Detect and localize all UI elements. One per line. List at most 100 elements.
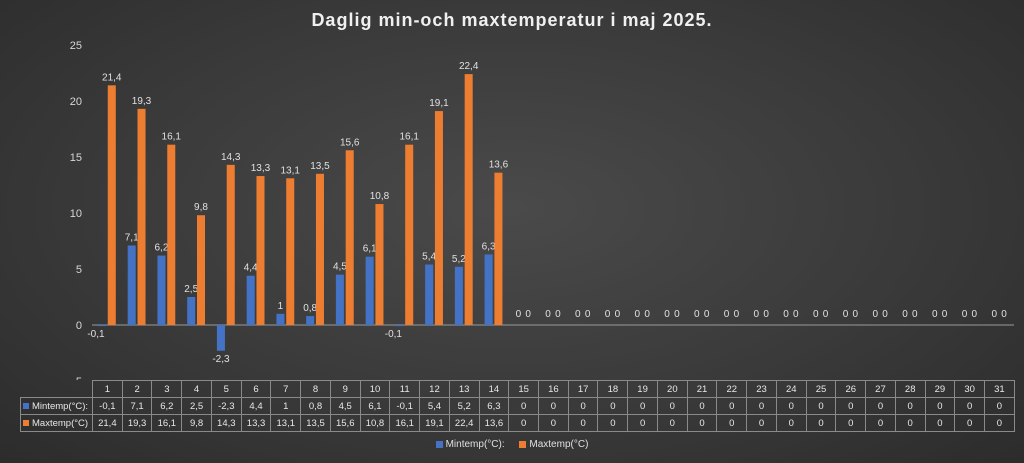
max-data-label: 0: [1001, 309, 1007, 320]
table-day-header: 12: [419, 380, 450, 398]
max-data-label: 0: [853, 309, 859, 320]
table-cell: 0: [508, 397, 540, 415]
max-bar: [286, 178, 295, 325]
max-data-label: 0: [734, 309, 740, 320]
table-cell: 21,4: [92, 414, 123, 432]
table-day-header: 17: [567, 380, 599, 398]
legend-item-min: Mintemp(°C):: [435, 439, 505, 450]
table-cell: 0: [835, 397, 867, 415]
y-tick-label: 5: [76, 264, 82, 276]
min-bar: [454, 266, 463, 325]
table-cell: 13,5: [300, 414, 331, 432]
min-bar: [425, 264, 434, 325]
table-cell: 19,1: [419, 414, 450, 432]
min-data-label: 6,3: [482, 241, 496, 252]
legend-label-max: Maxtemp(°C): [529, 439, 589, 450]
table-day-header: 8: [300, 380, 331, 398]
table-cell: 0,8: [300, 397, 331, 415]
table-cell: 0: [597, 397, 629, 415]
min-data-label: 6,2: [154, 243, 168, 254]
table-row-swatch: [23, 402, 29, 409]
table-cell: 0: [686, 397, 718, 415]
max-data-label: 22,4: [459, 61, 479, 72]
max-data-label: 19,3: [132, 96, 152, 107]
min-data-label: 1: [278, 301, 284, 312]
chart-legend: Mintemp(°C): Maxtemp(°C): [0, 439, 1024, 450]
max-data-label: 16,1: [399, 132, 419, 143]
data-table: 1 2 3 4 5 6 7 8 9 10 11 12 13 14 15 16 17 18 19 20 21 22 23 24 2…: [20, 380, 1015, 432]
table-day-header: 26: [835, 380, 867, 398]
table-cell: 0: [508, 414, 540, 432]
min-data-label: 0: [664, 309, 670, 320]
table-day-header: 21: [686, 380, 718, 398]
min-data-label: -0,1: [87, 329, 105, 340]
table-row-label-text: Mintemp(°C):: [32, 400, 89, 412]
table-cell: 0: [894, 397, 926, 415]
max-data-label: 13,3: [251, 163, 271, 174]
table-cell: 0: [894, 414, 926, 432]
min-data-label: 0: [724, 309, 730, 320]
min-bar: [395, 325, 404, 327]
bar-chart: -50510152025-0,17,16,22,5-2,34,410,84,56…: [70, 40, 1014, 380]
min-data-label: 4,4: [244, 263, 258, 274]
max-bar: [167, 144, 176, 325]
table-day-header: 31: [984, 380, 1015, 398]
table-cell: 0: [835, 414, 867, 432]
max-data-label: 19,1: [429, 98, 449, 109]
table-cell: 0: [716, 397, 748, 415]
min-data-label: -0,1: [385, 329, 403, 340]
max-bar: [137, 108, 146, 325]
table-cell: 0: [924, 397, 956, 415]
table-cell: 0: [954, 414, 986, 432]
table-cell: 0: [656, 414, 688, 432]
max-data-label: 9,8: [194, 202, 208, 213]
min-data-label: 0: [575, 309, 581, 320]
max-data-label: 0: [912, 309, 918, 320]
table-cell: 0: [775, 414, 807, 432]
table-cell: 0: [627, 414, 658, 432]
max-data-label: 13,6: [489, 160, 509, 171]
max-data-label: 0: [585, 309, 591, 320]
table-cell: 0: [686, 414, 718, 432]
table-row: Mintemp(°C): -0,1 7,1 6,2 2,5 -2,3 4,4 1 0,8 4,5 6…: [20, 397, 1015, 415]
min-data-label: -2,3: [212, 354, 230, 365]
table-cell: 7,1: [121, 397, 153, 415]
table-day-header: 14: [478, 380, 510, 398]
table-day-header: 29: [924, 380, 956, 398]
table-day-header: 4: [181, 380, 212, 398]
max-data-label: 10,8: [370, 191, 390, 202]
table-row-label: Maxtemp(°C): [20, 414, 93, 432]
max-data-label: 15,6: [340, 137, 360, 148]
max-data-label: 13,5: [310, 161, 330, 172]
table-day-header: 1: [92, 380, 123, 398]
max-data-label: 0: [793, 309, 799, 320]
min-data-label: 0: [813, 309, 819, 320]
table-cell: 0: [924, 414, 956, 432]
max-data-label: 0: [882, 309, 888, 320]
max-bar: [256, 176, 265, 325]
min-data-label: 0: [635, 309, 641, 320]
table-cell: 0: [656, 397, 688, 415]
table-cell: 0: [746, 397, 777, 415]
table-cell: 10,8: [359, 414, 391, 432]
table-cell: 5,4: [419, 397, 450, 415]
table-cell: 0: [865, 397, 896, 415]
table-cell: 2,5: [181, 397, 212, 415]
min-data-label: 0: [516, 309, 522, 320]
min-data-label: 5,2: [452, 254, 466, 265]
min-bar: [97, 325, 106, 327]
chart-title: Daglig min-och maxtemperatur i maj 2025.: [311, 10, 713, 30]
min-data-label: 0: [932, 309, 938, 320]
max-bar: [405, 144, 414, 325]
table-cell: 0: [538, 414, 569, 432]
max-bar: [315, 173, 324, 325]
table-cell: 1: [270, 397, 302, 415]
max-bar: [375, 204, 384, 325]
max-data-label: 0: [972, 309, 978, 320]
max-data-label: 21,4: [102, 72, 122, 83]
max-data-label: 0: [525, 309, 531, 320]
table-cell: 9,8: [181, 414, 212, 432]
table-day-header: 20: [656, 380, 688, 398]
table-day-header: 7: [270, 380, 302, 398]
table-cell: 4,5: [329, 397, 361, 415]
